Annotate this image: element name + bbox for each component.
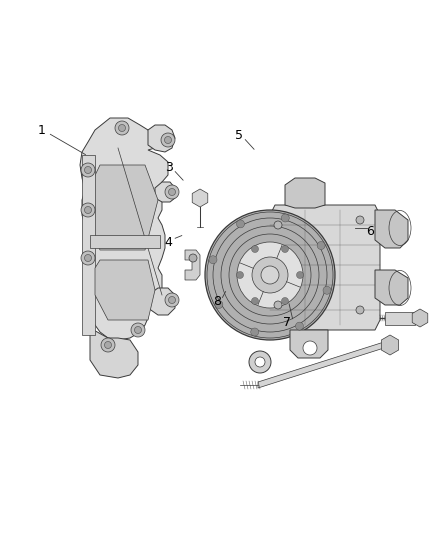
Text: 3: 3 xyxy=(165,161,173,174)
Circle shape xyxy=(134,327,141,334)
Circle shape xyxy=(81,203,95,217)
Circle shape xyxy=(161,133,175,147)
Text: 1: 1 xyxy=(38,124,46,137)
Text: 8: 8 xyxy=(213,295,221,308)
Circle shape xyxy=(317,241,325,249)
Circle shape xyxy=(251,297,258,304)
Polygon shape xyxy=(385,312,415,325)
Circle shape xyxy=(303,341,317,355)
Circle shape xyxy=(274,221,282,229)
Polygon shape xyxy=(82,155,95,335)
Circle shape xyxy=(85,166,92,174)
Circle shape xyxy=(81,251,95,265)
Circle shape xyxy=(205,210,335,340)
Circle shape xyxy=(85,254,92,262)
Circle shape xyxy=(356,306,364,314)
Circle shape xyxy=(209,256,217,264)
Circle shape xyxy=(251,246,258,253)
Polygon shape xyxy=(270,205,380,330)
Circle shape xyxy=(119,125,126,132)
Polygon shape xyxy=(290,330,328,358)
Polygon shape xyxy=(148,125,175,152)
Circle shape xyxy=(169,296,176,303)
Polygon shape xyxy=(375,210,408,248)
Polygon shape xyxy=(88,165,158,250)
Circle shape xyxy=(101,338,115,352)
Circle shape xyxy=(165,293,179,307)
Circle shape xyxy=(215,301,223,309)
Text: 4: 4 xyxy=(165,236,173,249)
Polygon shape xyxy=(185,250,200,280)
Polygon shape xyxy=(90,235,160,248)
Circle shape xyxy=(115,121,129,135)
Polygon shape xyxy=(148,288,175,315)
Polygon shape xyxy=(95,260,155,320)
Polygon shape xyxy=(90,328,138,378)
Circle shape xyxy=(255,357,265,367)
Polygon shape xyxy=(155,182,175,202)
Circle shape xyxy=(105,342,112,349)
Circle shape xyxy=(237,242,303,308)
Circle shape xyxy=(251,328,259,336)
Circle shape xyxy=(261,266,279,284)
Text: 7: 7 xyxy=(283,316,291,329)
Polygon shape xyxy=(80,118,168,340)
Circle shape xyxy=(249,351,271,373)
Circle shape xyxy=(169,189,176,196)
Circle shape xyxy=(281,214,289,222)
Circle shape xyxy=(356,216,364,224)
Circle shape xyxy=(282,297,289,304)
Circle shape xyxy=(81,163,95,177)
Circle shape xyxy=(252,257,288,293)
Text: 5: 5 xyxy=(235,130,243,142)
Circle shape xyxy=(282,246,289,253)
Circle shape xyxy=(237,220,244,228)
Circle shape xyxy=(323,286,331,294)
Polygon shape xyxy=(375,270,408,305)
Polygon shape xyxy=(258,342,384,388)
Circle shape xyxy=(165,136,172,143)
Circle shape xyxy=(297,271,304,279)
Polygon shape xyxy=(285,178,325,208)
Circle shape xyxy=(274,301,282,309)
Circle shape xyxy=(165,185,179,199)
Circle shape xyxy=(237,271,244,279)
Circle shape xyxy=(131,323,145,337)
Circle shape xyxy=(296,322,304,330)
Text: 6: 6 xyxy=(366,225,374,238)
Circle shape xyxy=(85,206,92,214)
Circle shape xyxy=(189,254,197,262)
